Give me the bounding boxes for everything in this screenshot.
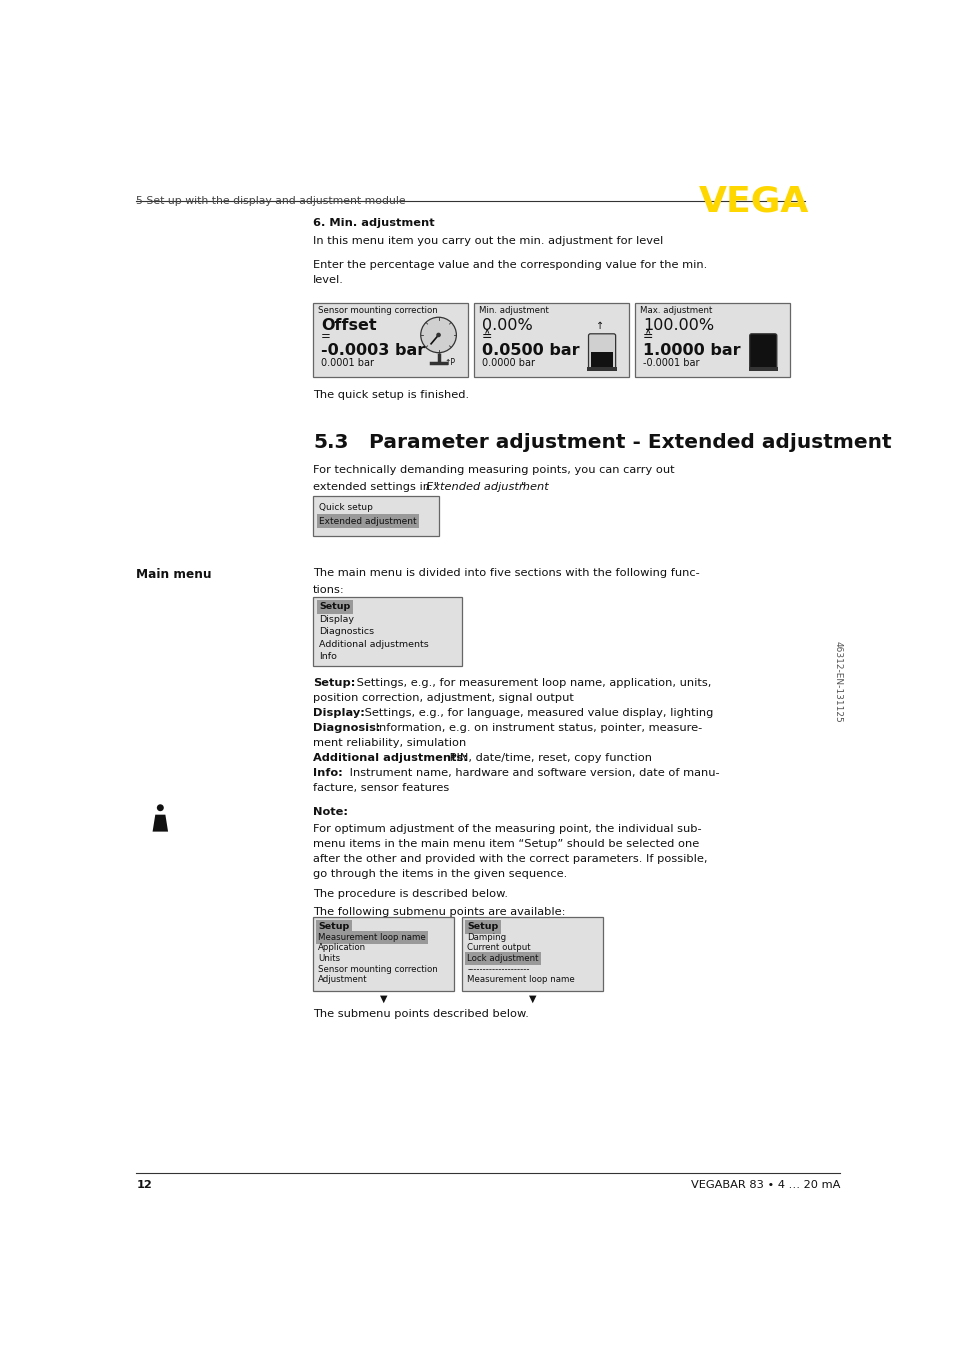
Text: Sensor mounting correction: Sensor mounting correction [318, 965, 437, 974]
Text: Note:: Note: [313, 807, 348, 816]
Text: Additional adjustments:: Additional adjustments: [313, 753, 467, 762]
Text: Parameter adjustment - Extended adjustment: Parameter adjustment - Extended adjustme… [369, 433, 890, 452]
Text: The procedure is described below.: The procedure is described below. [313, 888, 507, 899]
Text: facture, sensor features: facture, sensor features [313, 783, 449, 792]
Text: Extended adjustment: Extended adjustment [426, 482, 548, 492]
Circle shape [420, 317, 456, 352]
Text: Quick setup: Quick setup [319, 502, 373, 512]
Text: The following submenu points are available:: The following submenu points are availab… [313, 907, 565, 917]
Text: Setup:: Setup: [313, 677, 355, 688]
Text: The main menu is divided into five sections with the following func-: The main menu is divided into five secti… [313, 569, 699, 578]
Text: VEGA: VEGA [698, 184, 808, 219]
Text: Damping: Damping [467, 933, 506, 942]
Text: -0.0001 bar: -0.0001 bar [642, 357, 699, 368]
Text: Sensor mounting correction: Sensor mounting correction [317, 306, 436, 314]
Text: 5.3: 5.3 [313, 433, 348, 452]
Text: Application: Application [318, 944, 366, 952]
Text: 12: 12 [136, 1181, 152, 1190]
Text: Info: Info [319, 653, 336, 661]
FancyBboxPatch shape [461, 918, 602, 991]
Text: menu items in the main menu item “Setup” should be selected one: menu items in the main menu item “Setup”… [313, 839, 699, 849]
Text: For optimum adjustment of the measuring point, the individual sub-: For optimum adjustment of the measuring … [313, 825, 700, 834]
Text: PIN, date/time, reset, copy function: PIN, date/time, reset, copy function [446, 753, 652, 762]
Text: Additional adjustments: Additional adjustments [319, 639, 429, 649]
Text: Lock adjustment: Lock adjustment [467, 955, 538, 963]
Text: 46312-EN-131125: 46312-EN-131125 [833, 640, 842, 722]
Text: Display:: Display: [313, 708, 364, 718]
Text: go through the items in the given sequence.: go through the items in the given sequen… [313, 869, 567, 879]
Bar [591, 352, 612, 367]
FancyBboxPatch shape [313, 918, 454, 991]
Text: Main menu: Main menu [136, 569, 212, 581]
FancyBboxPatch shape [588, 334, 615, 370]
FancyBboxPatch shape [313, 303, 468, 376]
Text: Instrument name, hardware and software version, date of manu-: Instrument name, hardware and software v… [345, 768, 719, 777]
Text: ▼: ▼ [379, 994, 387, 1003]
Text: 6. Min. adjustment: 6. Min. adjustment [313, 218, 435, 227]
Text: Max. adjustment: Max. adjustment [639, 306, 712, 314]
Text: VEGABAR 83 • 4 … 20 mA: VEGABAR 83 • 4 … 20 mA [690, 1181, 840, 1190]
FancyBboxPatch shape [474, 303, 629, 376]
Text: Display: Display [319, 615, 354, 624]
FancyBboxPatch shape [313, 496, 438, 536]
Text: -0.0003 bar: -0.0003 bar [320, 344, 424, 359]
Text: The submenu points described below.: The submenu points described below. [313, 1009, 528, 1020]
Text: The quick setup is finished.: The quick setup is finished. [313, 390, 469, 401]
Text: Enter the percentage value and the corresponding value for the min.: Enter the percentage value and the corre… [313, 260, 706, 269]
Text: Measurement loop name: Measurement loop name [318, 933, 426, 942]
Text: ▼: ▼ [528, 994, 536, 1003]
Text: For technically demanding measuring points, you can carry out: For technically demanding measuring poin… [313, 464, 674, 475]
Text: Settings, e.g., for language, measured value display, lighting: Settings, e.g., for language, measured v… [360, 708, 713, 718]
Text: position correction, adjustment, signal output: position correction, adjustment, signal … [313, 693, 574, 703]
Text: Information, e.g. on instrument status, pointer, measure-: Information, e.g. on instrument status, … [372, 723, 701, 733]
Text: ment reliability, simulation: ment reliability, simulation [313, 738, 466, 747]
Text: Diagnosis:: Diagnosis: [313, 723, 380, 733]
Text: Info:: Info: [313, 768, 342, 777]
Text: Diagnostics: Diagnostics [319, 627, 374, 636]
Circle shape [156, 804, 164, 811]
Text: 0.0000 bar: 0.0000 bar [481, 357, 535, 368]
Text: 0.0001 bar: 0.0001 bar [320, 357, 374, 368]
FancyBboxPatch shape [635, 303, 790, 376]
Text: Units: Units [318, 955, 340, 963]
Bar [748, 367, 778, 371]
Text: Setup: Setup [319, 603, 350, 611]
Text: Extended adjustment: Extended adjustment [319, 517, 416, 525]
FancyBboxPatch shape [749, 334, 776, 370]
Text: In this menu item you carry out the min. adjustment for level: In this menu item you carry out the min.… [313, 237, 662, 246]
Text: 5 Set up with the display and adjustment module: 5 Set up with the display and adjustment… [136, 196, 405, 206]
Text: ≙: ≙ [642, 330, 653, 344]
Text: Min. adjustment: Min. adjustment [478, 306, 548, 314]
Text: Setup: Setup [318, 922, 350, 932]
Text: Measurement loop name: Measurement loop name [467, 975, 575, 984]
Polygon shape [152, 815, 168, 831]
Text: 0.00%: 0.00% [481, 318, 532, 333]
Text: =: = [320, 330, 331, 344]
Text: tions:: tions: [313, 585, 344, 596]
Text: Settings, e.g., for measurement loop name, application, units,: Settings, e.g., for measurement loop nam… [353, 677, 711, 688]
Text: 100.00%: 100.00% [642, 318, 714, 333]
Text: ≙: ≙ [481, 330, 492, 344]
Text: ↑P: ↑P [444, 357, 456, 367]
Circle shape [436, 333, 440, 337]
Text: 1.0000 bar: 1.0000 bar [642, 344, 740, 359]
FancyBboxPatch shape [313, 597, 461, 666]
Text: ↑: ↑ [596, 321, 604, 332]
Text: after the other and provided with the correct parameters. If possible,: after the other and provided with the co… [313, 854, 707, 864]
Text: 0.0500 bar: 0.0500 bar [481, 344, 579, 359]
Text: Offset: Offset [320, 318, 376, 333]
Text: extended settings in ": extended settings in " [313, 482, 438, 492]
Text: level.: level. [313, 275, 343, 284]
Text: Adjustment: Adjustment [318, 975, 368, 984]
Text: --------------------: -------------------- [467, 965, 529, 974]
Text: Current output: Current output [467, 944, 530, 952]
Text: ".: ". [520, 482, 529, 492]
Text: Setup: Setup [467, 922, 498, 932]
Bar [587, 367, 617, 371]
